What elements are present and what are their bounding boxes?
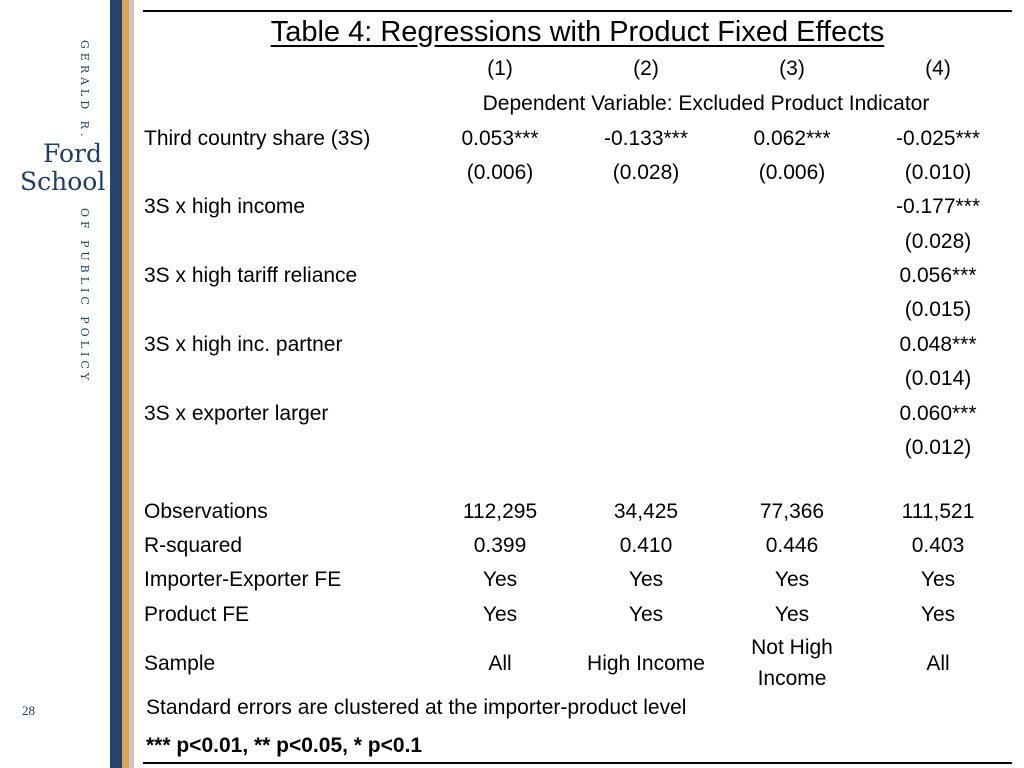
column-header-4: (4) (925, 57, 951, 80)
table-cell: 111,521 (901, 500, 975, 523)
table-cell: Yes (482, 603, 518, 626)
table-cell: Not High Income (751, 636, 833, 690)
column-header-2: (2) (633, 57, 659, 80)
decorative-gray-bar (129, 0, 134, 768)
table-cell: Yes (774, 603, 810, 626)
table-cell: (0.012) (904, 436, 972, 459)
table-row: 3S x high income -0.177*** (143, 190, 1012, 224)
table-note-significance: *** p<0.01, ** p<0.05, * p<0.1 (146, 734, 423, 757)
table-cell: -0.025*** (895, 127, 981, 150)
table-cell: (0.028) (904, 230, 972, 253)
table-cell: 34,425 (613, 500, 679, 523)
row-label: Observations (144, 500, 268, 523)
row-label: Importer-Exporter FE (144, 568, 342, 591)
table-cell: 77,366 (759, 500, 825, 523)
stats-row: R-squared 0.399 0.410 0.446 0.403 (143, 529, 1012, 563)
table-top-rule (143, 10, 1012, 12)
row-label: Sample (144, 652, 216, 675)
column-header-row: (1) (2) (3) (4) (143, 52, 1012, 86)
table-cell: -0.133*** (603, 127, 689, 150)
slide-title: Table 4: Regressions with Product Fixed … (143, 14, 1012, 50)
table-cell: 0.048*** (899, 333, 977, 356)
table-cell: Yes (920, 603, 956, 626)
table-cell: 0.053*** (461, 127, 539, 150)
table-cell: 0.446 (765, 534, 819, 557)
table-row: (0.006) (0.028) (0.006) (0.010) (143, 156, 1012, 190)
table-cell: 0.060*** (899, 402, 977, 425)
table-cell: (0.006) (466, 161, 534, 184)
table-bottom-rule (143, 762, 1012, 764)
table-cell: Yes (628, 603, 664, 626)
row-label: 3S x high tariff reliance (144, 264, 358, 287)
ford-school-logo: Ford School (20, 139, 106, 196)
logo-line-ford: Ford (43, 139, 102, 168)
table-cell: All (488, 652, 512, 675)
stats-row: Product FE Yes Yes Yes Yes (143, 598, 1012, 632)
dependent-variable-row: Dependent Variable: Excluded Product Ind… (143, 87, 1012, 121)
table-cell: 112,295 (462, 500, 538, 523)
row-label: 3S x exporter larger (144, 402, 329, 425)
table-row: 3S x high tariff reliance 0.056*** (143, 259, 1012, 293)
column-header-1: (1) (487, 57, 513, 80)
logo-line-school: School (20, 167, 106, 196)
row-label: 3S x high inc. partner (144, 333, 343, 356)
table-cell: Yes (920, 568, 956, 591)
table-row: (0.028) (143, 225, 1012, 259)
table-cell: (0.010) (904, 161, 972, 184)
table-cell: -0.177*** (895, 195, 981, 218)
row-label: Product FE (144, 603, 250, 626)
table-cell: Yes (628, 568, 664, 591)
table-row: (0.015) (143, 293, 1012, 327)
stats-row: Observations 112,295 34,425 77,366 111,5… (143, 495, 1012, 529)
dependent-variable-label: Dependent Variable: Excluded Product Ind… (482, 92, 930, 115)
stats-row: Importer-Exporter FE Yes Yes Yes Yes (143, 563, 1012, 597)
table-cell: 0.062*** (753, 127, 831, 150)
brand-public-policy-text: OF PUBLIC POLICY (78, 208, 91, 385)
brand-gerald-r-text: GERALD R. (78, 40, 91, 141)
table-cell: (0.028) (612, 161, 680, 184)
table-cell: Yes (482, 568, 518, 591)
row-label: 3S x high income (144, 195, 306, 218)
table-row: Third country share (3S) 0.053*** -0.133… (143, 122, 1012, 156)
stats-row: Sample All High Income Not High Income A… (143, 632, 1012, 696)
table-cell: (0.006) (758, 161, 826, 184)
table-row: 3S x high inc. partner 0.048*** (143, 328, 1012, 362)
slide-page-number: 28 (22, 703, 35, 718)
table-cell: 0.403 (911, 534, 965, 557)
table-row: (0.014) (143, 362, 1012, 396)
row-label: R-squared (144, 534, 243, 557)
table-note-clustering: Standard errors are clustered at the imp… (146, 696, 687, 719)
table-cell: 0.410 (619, 534, 673, 557)
table-cell: All (926, 652, 950, 675)
table-cell: Yes (774, 568, 810, 591)
table-cell: 0.056*** (899, 264, 977, 287)
decorative-navy-bar (110, 0, 122, 768)
table-cell: High Income (587, 652, 705, 675)
table-cell: (0.014) (904, 367, 972, 390)
row-label: Third country share (3S) (144, 127, 371, 150)
table-cell: 0.399 (473, 534, 527, 557)
table-cell: (0.015) (904, 298, 972, 321)
column-header-3: (3) (779, 57, 805, 80)
slide-title-text: Table 4: Regressions with Product Fixed … (270, 16, 885, 48)
decorative-gold-bar (122, 0, 129, 768)
table-row: (0.012) (143, 431, 1012, 465)
table-row: 3S x exporter larger 0.060*** (143, 397, 1012, 431)
